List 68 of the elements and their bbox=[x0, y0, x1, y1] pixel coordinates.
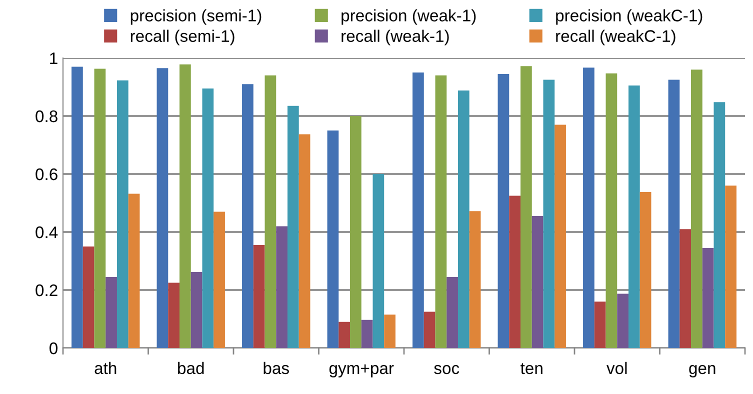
bar bbox=[361, 320, 373, 348]
bar bbox=[338, 322, 350, 348]
x-tick-label: gen bbox=[689, 365, 716, 378]
bar bbox=[276, 226, 288, 348]
bar bbox=[180, 64, 191, 348]
x-tick-label: bas bbox=[264, 362, 289, 374]
bar bbox=[680, 229, 692, 348]
y-tick-label: 0.4 bbox=[36, 226, 58, 238]
bar bbox=[640, 192, 652, 348]
bar bbox=[583, 68, 594, 348]
bar bbox=[509, 196, 521, 348]
bar bbox=[82, 246, 94, 348]
bar bbox=[106, 276, 117, 348]
bar bbox=[520, 66, 532, 348]
legend-label: precision (weakC-1) bbox=[556, 9, 702, 25]
x-tick-label: ath bbox=[94, 362, 116, 374]
bar bbox=[264, 75, 276, 348]
legend-label: recall (semi-1) bbox=[130, 30, 234, 46]
bar bbox=[202, 88, 214, 348]
y-tick-label: 0.2 bbox=[36, 284, 58, 296]
legend-label: precision (semi-1) bbox=[130, 9, 262, 25]
bar bbox=[446, 276, 458, 348]
y-tick-label: 0.8 bbox=[36, 110, 58, 122]
bar bbox=[498, 74, 510, 348]
bar bbox=[168, 282, 180, 348]
x-tick-label: bad bbox=[178, 362, 204, 374]
bar bbox=[94, 68, 106, 348]
bar bbox=[617, 294, 628, 348]
bar bbox=[532, 216, 544, 348]
y-tick-label: 0.6 bbox=[36, 168, 58, 180]
bar bbox=[156, 68, 168, 348]
y-tick-label: 0 bbox=[50, 342, 58, 354]
bar bbox=[350, 116, 362, 348]
x-tick-label: gym+par bbox=[329, 364, 394, 378]
x-tick-label: vol bbox=[606, 362, 627, 374]
bar bbox=[714, 102, 726, 348]
bar bbox=[702, 248, 714, 348]
x-tick-label: ten bbox=[520, 363, 542, 374]
bar bbox=[116, 80, 128, 348]
x-tick-label: soc bbox=[434, 365, 460, 374]
bar bbox=[242, 84, 254, 348]
bar bbox=[287, 106, 299, 348]
bar bbox=[725, 186, 736, 348]
bar bbox=[214, 212, 225, 348]
bar bbox=[412, 72, 424, 348]
bar bbox=[554, 124, 566, 348]
bar bbox=[628, 86, 640, 348]
bar bbox=[128, 194, 140, 348]
bar bbox=[691, 70, 702, 348]
bar bbox=[72, 66, 83, 348]
bar bbox=[327, 130, 339, 348]
bar bbox=[298, 134, 310, 348]
bar bbox=[668, 80, 680, 348]
bar bbox=[253, 245, 265, 348]
bar bbox=[435, 75, 447, 348]
bar bbox=[469, 211, 481, 348]
legend-label: recall (weakC-1) bbox=[556, 30, 676, 46]
bar bbox=[372, 174, 384, 348]
bar bbox=[424, 312, 436, 348]
bar bbox=[458, 90, 470, 348]
bar bbox=[543, 80, 555, 348]
legend-label: recall (weak-1) bbox=[342, 30, 449, 46]
bar bbox=[606, 73, 618, 348]
legend-label: precision (weak-1) bbox=[342, 9, 476, 25]
bar bbox=[190, 272, 202, 348]
bar bbox=[594, 302, 606, 348]
y-tick-label: 1 bbox=[50, 52, 58, 64]
bar bbox=[384, 314, 396, 348]
